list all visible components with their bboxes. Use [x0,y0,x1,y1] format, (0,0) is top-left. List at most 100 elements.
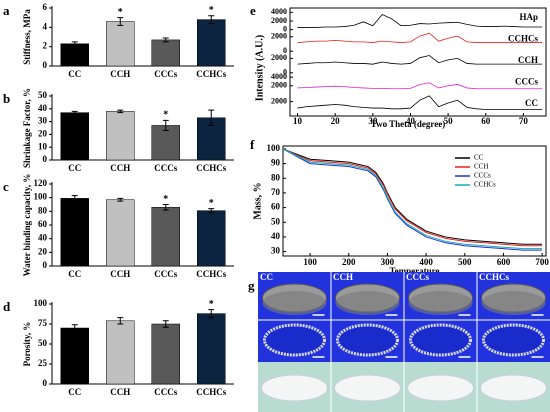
bar [60,112,89,161]
y-tick-label: 40 [38,103,48,113]
bar [60,198,89,267]
x-tick-label: CCHCs [196,269,226,279]
xrd-line [297,13,543,28]
tga-line [282,148,543,250]
x-tick-label: CCCs [154,163,177,173]
y-tick-label: 100 [267,143,281,153]
y-tick-label: 2000 [271,96,287,105]
series-label: HAp [519,12,538,22]
panel-label: g [248,278,255,293]
bar [197,313,226,385]
x-tick-label: 500 [458,257,472,267]
error-bar [71,110,78,115]
plot-frame [289,7,547,117]
y-tick-label: 30 [38,116,48,126]
y-tick-label: 25 [38,358,48,368]
significance: * [209,198,214,209]
x-tick-label: CC [68,387,81,397]
y-tick-label: 2000 [271,32,287,41]
bar [151,39,180,67]
tga-line [282,148,543,251]
y-axis-label: Intensity (A.U.) [254,35,265,101]
photo-scaffold [407,374,474,402]
y-tick-label: 40 [271,231,281,241]
x-tick-label: 70 [519,116,529,126]
ct-section [409,323,472,357]
legend-label: CCH [474,163,488,171]
error-bar [71,41,78,47]
bar [151,323,180,385]
y-tick-label: 2 [43,41,48,51]
error-bar [208,208,215,214]
x-tick-label: 400 [419,257,433,267]
x-tick-label: 60 [481,116,491,126]
legend-label: CC [474,154,484,162]
x-tick-label: CCH [110,387,130,397]
x-tick-label: 200 [342,257,356,267]
y-tick-label: 80 [38,205,48,215]
xrd-line [297,55,543,65]
series-label: CCCs [515,77,538,87]
y-axis-label: Shrinkage Factor, % [22,88,32,168]
bar [151,206,180,267]
photo-scaffold [261,374,328,402]
column-label: CCHCs [479,272,509,282]
y-tick-label: 0 [43,60,48,70]
panel-label: f [250,137,255,152]
y-axis-label: Water binding capacity, % [22,174,32,277]
legend-label: CCHCs [474,181,496,189]
panel-label: a [3,3,10,18]
series-label: CCHCs [508,33,538,43]
y-tick-label: 90 [271,158,281,168]
y-tick-label: 50 [38,338,48,348]
bar [106,320,135,385]
series-label: CC [525,98,538,108]
error-bar [162,204,169,211]
xrd-line [297,32,543,43]
significance: * [163,110,168,121]
ct-section [482,323,545,357]
xrd-line [297,82,543,90]
y-tick-label: 80 [271,172,281,182]
x-axis-label: Temperature [390,266,440,276]
x-tick-label: 30 [368,116,378,126]
x-tick-label: CCHCs [196,163,226,173]
y-tick-label: 20 [38,246,48,256]
error-bar [208,309,215,319]
x-tick-label: 700 [535,257,549,267]
y-tick-label: 0 [43,378,48,388]
y-tick-label: 50 [38,90,48,100]
photo-scaffold [334,374,401,402]
ct-section [263,323,326,357]
column-label: CCCs [406,272,429,282]
y-tick-label: 20 [38,128,48,138]
bar [197,19,226,67]
x-tick-label: 50 [444,116,454,126]
error-bar [71,324,78,332]
y-tick-label: 70 [271,187,281,197]
ct-scaffold-rim [481,291,546,315]
x-tick-label: 10 [293,116,303,126]
error-bar [162,37,169,43]
x-tick-label: CCCs [154,269,177,279]
y-tick-label: 100 [34,298,48,308]
y-tick-label: 0 [43,154,48,164]
y-tick-label: 2000 [271,81,287,90]
x-tick-label: 40 [406,116,416,126]
legend-label: CCCs [474,172,491,180]
y-axis-label: Porosity, % [22,322,32,367]
panel-label: e [250,3,256,18]
ct-scaffold-rim [335,291,400,315]
y-axis-label: Stiffness, MPa [22,9,32,65]
x-tick-label: CCCs [154,387,177,397]
significance: * [209,299,214,310]
y-tick-label: 4 [43,21,48,31]
tga-line [282,148,543,245]
y-tick-label: 0 [43,260,48,270]
bar [197,210,226,267]
x-tick-label: CCCs [154,69,177,79]
x-tick-label: CC [68,163,81,173]
x-tick-label: 20 [331,116,341,126]
x-tick-label: CCHCs [196,387,226,397]
